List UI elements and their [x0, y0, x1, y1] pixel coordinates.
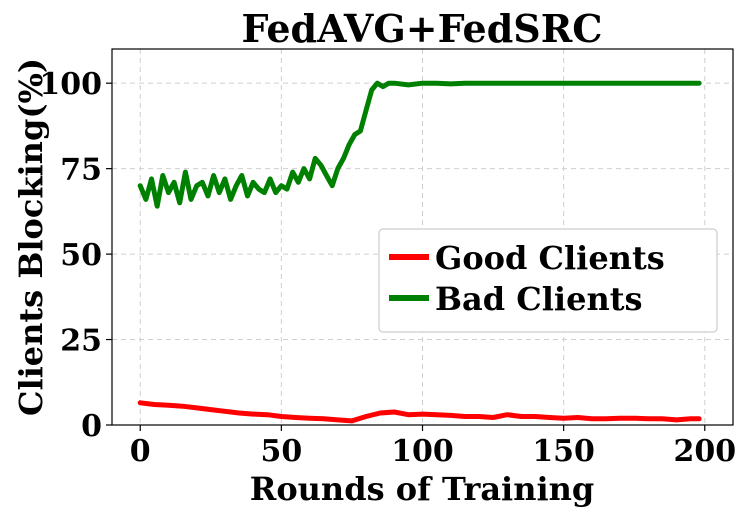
series-line-good-clients: [137, 400, 702, 424]
series-lines: [137, 80, 702, 424]
legend-label-bad-clients: Bad Clients: [435, 280, 643, 318]
y-tick-label: 50: [60, 238, 102, 273]
legend-label-good-clients: Good Clients: [435, 239, 665, 277]
legend: Good Clients Bad Clients: [378, 228, 718, 333]
y-axis-label: Clients Blocking(%): [12, 58, 50, 416]
x-tick-label: 0: [130, 434, 151, 469]
legend-box: [378, 228, 718, 333]
x-tick-label: 150: [532, 434, 595, 469]
x-tick-label: 200: [673, 434, 736, 469]
y-tick-label: 75: [60, 153, 102, 188]
x-tick-label: 100: [391, 434, 454, 469]
y-tick-label: 0: [81, 409, 102, 444]
axis-ticks: 0 50 100 150 200 0 25 50 75 100: [39, 67, 736, 469]
y-tick-label: 100: [39, 67, 102, 102]
y-tick-label: 25: [60, 324, 102, 359]
x-tick-label: 50: [260, 434, 302, 469]
series-line-bad-clients: [137, 80, 702, 209]
x-axis-label: Rounds of Training: [250, 470, 595, 508]
chart-title: FedAVG+FedSRC: [241, 6, 602, 51]
